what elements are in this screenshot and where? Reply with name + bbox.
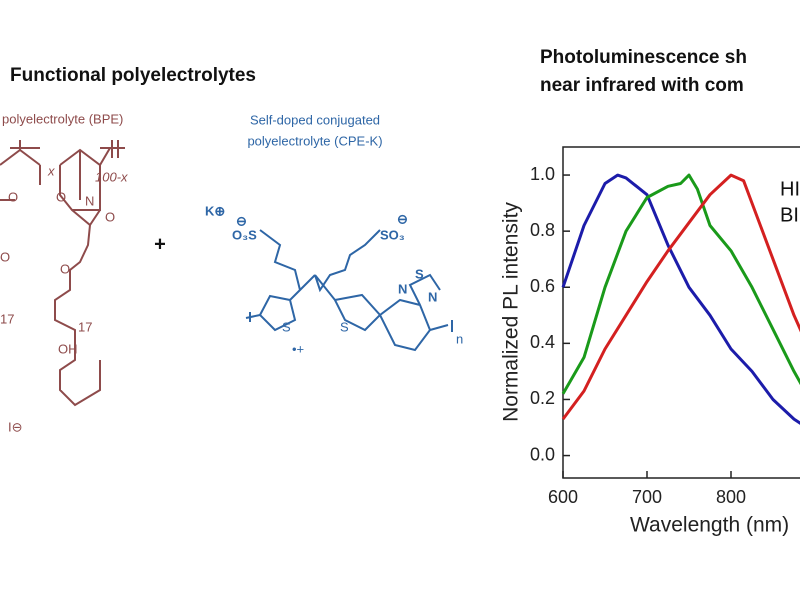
cpe-label: •+: [292, 341, 304, 356]
pl-curve: [561, 173, 800, 425]
bpe-label: 17: [78, 319, 92, 334]
pl-curve: [561, 173, 800, 420]
pl-curve: [561, 173, 800, 395]
chart-title: near infrared with com: [540, 75, 744, 96]
y-tick-label: 0.6: [530, 276, 555, 296]
bpe-label: N: [85, 193, 94, 208]
cpe-label: S: [282, 319, 291, 334]
x-axis-label: Wavelength (nm): [630, 514, 789, 537]
bpe-label: O: [56, 189, 66, 204]
bpe-label: O: [105, 209, 115, 224]
cpe-label: K⊕: [205, 203, 225, 218]
bpe-label: O: [60, 261, 70, 276]
bpe-label: O: [8, 189, 18, 204]
cpe-label: ⊖: [397, 211, 408, 226]
bpe-label: OH: [58, 341, 78, 356]
y-tick-label: 0.8: [530, 220, 555, 240]
plus-sign: +: [154, 233, 166, 255]
annotation: BI: [780, 204, 799, 226]
chart-title: Photoluminescence sh: [540, 47, 747, 68]
cpe-label: S: [415, 266, 424, 281]
cpe-label: ⊖: [236, 213, 247, 228]
cpe-caption: polyelectrolyte (CPE-K): [247, 133, 382, 148]
cpe-structure: [245, 229, 453, 352]
bpe-label: 17: [0, 311, 14, 326]
cpe-label: N: [398, 281, 407, 296]
y-tick-label: 0.0: [530, 444, 555, 464]
x-tick-label: 800: [716, 487, 746, 507]
bpe-label: 100-x: [95, 169, 128, 184]
y-tick-label: 0.4: [530, 332, 555, 352]
bpe-caption: polyelectrolyte (BPE): [2, 111, 123, 126]
bpe-label: x: [47, 163, 55, 178]
panel-title: Functional polyelectrolytes: [10, 65, 256, 86]
x-tick-label: 700: [632, 487, 662, 507]
cpe-label: N: [428, 289, 437, 304]
x-tick-label: 600: [548, 487, 578, 507]
cpe-label: S: [340, 319, 349, 334]
bpe-structure: [0, 140, 125, 407]
cpe-caption: Self-doped conjugated: [250, 112, 380, 127]
annotation: HI: [780, 178, 800, 200]
cpe-label: O₃S: [232, 227, 257, 242]
y-tick-label: 1.0: [530, 164, 555, 184]
bpe-label: I⊖: [8, 419, 23, 434]
y-tick-label: 0.2: [530, 388, 555, 408]
cpe-label: SO₃: [380, 227, 405, 242]
cpe-label: n: [456, 331, 463, 346]
y-axis-label: Normalized PL intensity: [500, 202, 523, 422]
bpe-label: O: [0, 249, 10, 264]
